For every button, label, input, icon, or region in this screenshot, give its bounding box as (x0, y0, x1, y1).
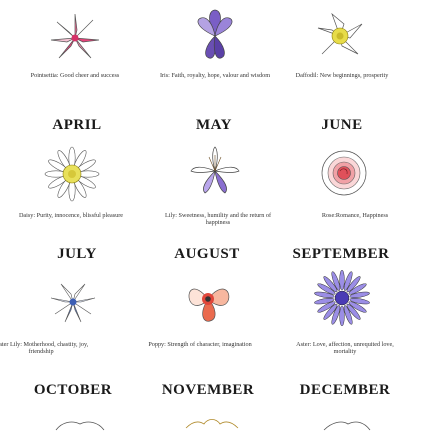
month-july: JULY (57, 246, 97, 262)
month-november: NOVEMBER (161, 382, 255, 398)
caption-iris: Iris: Faith, royalty, hope, valour and w… (159, 72, 271, 79)
caption-lily: Lily: Sweetness, humility and the return… (164, 212, 272, 226)
month-december: DECEMBER (299, 382, 391, 398)
aster-illustration (314, 270, 370, 326)
december-flower-partial (316, 418, 376, 432)
poinsettia-illustration (47, 10, 103, 66)
caption-daisy: Daisy: Purity, innocence, blissful pleas… (18, 212, 124, 219)
caption-rose: Rose:Romance, Happiness (321, 212, 389, 219)
caption-poppy: Poppy: Strength of character, imaginatio… (148, 341, 252, 348)
iris-illustration (187, 6, 243, 62)
caption-aster: Aster: Love, affection, unrequited love,… (296, 341, 394, 355)
month-august: AUGUST (174, 246, 240, 262)
water-lily-illustration (45, 272, 101, 328)
month-september: SEPTEMBER (292, 246, 390, 262)
month-october: OCTOBER (33, 382, 113, 398)
caption-daffodil: Daffodil: New beginnings, prosperity (295, 72, 389, 79)
poppy-illustration (180, 271, 236, 327)
lily-illustration (187, 143, 243, 199)
caption-water-lily: Water Lily: Motherhood, chastity, joy, f… (0, 341, 89, 355)
rose-illustration (316, 145, 372, 201)
october-flower-partial (50, 418, 110, 432)
daisy-illustration (44, 146, 100, 202)
caption-poinsettia: Pointsettia: Good cheer and success (30, 72, 120, 79)
daffodil-illustration (312, 8, 368, 64)
month-may: MAY (196, 117, 232, 133)
november-flower-partial (182, 416, 242, 430)
month-april: APRIL (52, 117, 102, 133)
month-june: JUNE (321, 117, 363, 133)
